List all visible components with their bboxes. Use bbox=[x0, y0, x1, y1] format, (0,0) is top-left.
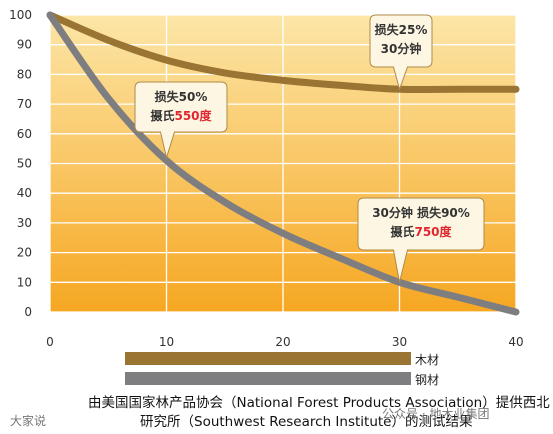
y-tick-label: 20 bbox=[17, 246, 32, 260]
callout-text: 损失25% bbox=[375, 22, 428, 37]
x-tick-label: 10 bbox=[159, 335, 174, 349]
callout: 损失25% 30分钟 bbox=[369, 14, 433, 91]
source-line-1: 由美国国家林产品协会（National Forest Products Asso… bbox=[88, 395, 550, 411]
callout-text: 30分钟 损失90% bbox=[372, 205, 470, 220]
callout-text: 摄氏550度 bbox=[150, 108, 212, 123]
callout-text: 损失50% bbox=[155, 89, 208, 104]
y-tick-label: 10 bbox=[17, 275, 32, 289]
legend-wood-swatch bbox=[125, 352, 411, 365]
grid bbox=[49, 14, 517, 313]
source-line-2: 研究所（Southwest Research Institute）的测试结果 bbox=[140, 414, 473, 430]
series bbox=[46, 11, 520, 316]
x-tick-label: 20 bbox=[275, 335, 290, 349]
y-tick-label: 70 bbox=[17, 97, 32, 111]
watermark-right: 公众号 · 地木业集团 bbox=[382, 407, 490, 421]
y-tick-label: 90 bbox=[17, 38, 32, 52]
y-tick-label: 50 bbox=[17, 157, 32, 171]
x-tick-label: 30 bbox=[392, 335, 407, 349]
x-tick-label: 40 bbox=[508, 335, 523, 349]
y-tick-label: 100 bbox=[9, 8, 32, 22]
callout: 30分钟 损失90% 摄氏750度 bbox=[357, 197, 485, 283]
y-tick-label: 40 bbox=[17, 186, 32, 200]
series-line-steel bbox=[46, 11, 520, 316]
callout: 损失50% 摄氏550度 bbox=[134, 81, 228, 160]
legend-steel-swatch bbox=[125, 372, 411, 385]
series-line-wood bbox=[46, 11, 520, 94]
callout-box bbox=[134, 81, 228, 160]
x-tick-label: 0 bbox=[46, 335, 54, 349]
y-tick-label: 60 bbox=[17, 127, 32, 141]
callout-text: 30分钟 bbox=[381, 41, 422, 56]
legend-wood-label: 木材 bbox=[415, 353, 440, 367]
watermark-left: 大家说 bbox=[10, 414, 47, 428]
callout-box bbox=[369, 14, 433, 91]
y-tick-label: 0 bbox=[24, 305, 32, 319]
axes: 0 10 20 30 40 50 60 70 80 90 100 0 10 20 30 40 bbox=[9, 8, 524, 349]
y-tick-label: 30 bbox=[17, 216, 32, 230]
legend-steel-label: 钢材 bbox=[415, 373, 440, 387]
y-tick-label: 80 bbox=[17, 67, 32, 81]
callout-box bbox=[357, 197, 485, 283]
callout-text: 摄氏750度 bbox=[390, 224, 452, 239]
